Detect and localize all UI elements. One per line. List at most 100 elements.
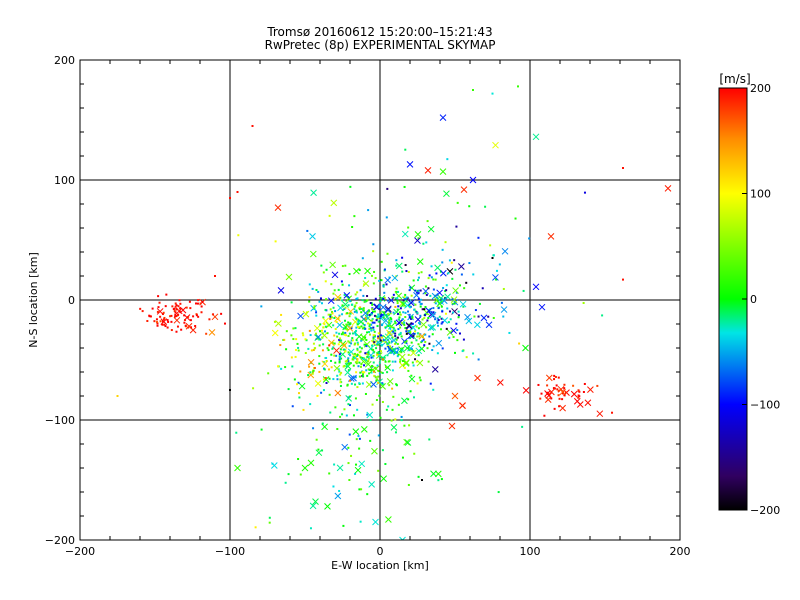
data-point-dot	[451, 277, 454, 280]
data-point-dot	[342, 365, 345, 368]
data-point-dot	[369, 418, 372, 421]
data-point-dot	[377, 332, 380, 335]
data-point-dot	[372, 334, 375, 337]
data-point-cross	[430, 470, 437, 478]
data-point-cross	[406, 161, 414, 168]
data-point-dot	[521, 425, 524, 428]
data-point-cross	[378, 315, 385, 322]
data-point-dot	[309, 371, 312, 374]
data-point-cross	[414, 237, 421, 244]
data-point-dot	[378, 361, 381, 364]
data-point-dot	[379, 315, 382, 318]
data-point-dot	[372, 282, 375, 285]
data-point-cross	[322, 376, 330, 383]
data-point-dot	[254, 526, 257, 529]
data-point-cross	[427, 225, 435, 233]
data-point-dot	[372, 361, 375, 364]
data-point-dot	[424, 333, 427, 336]
data-points	[116, 85, 672, 540]
data-point-dot	[371, 303, 374, 306]
data-point-dot	[331, 347, 334, 350]
data-point-dot	[380, 371, 383, 374]
data-point-dot	[417, 276, 420, 279]
data-point-dot	[339, 381, 342, 384]
data-point-dot	[351, 332, 354, 335]
data-point-dot	[411, 315, 414, 318]
data-point-dot	[388, 319, 391, 322]
data-point-dot	[325, 359, 328, 362]
data-point-dot	[308, 300, 311, 303]
data-point-dot	[360, 307, 363, 310]
data-point-dot	[622, 278, 624, 281]
data-point-dot	[410, 317, 413, 320]
data-point-dot	[341, 304, 344, 307]
data-point-dot	[322, 326, 325, 329]
data-point-dot	[355, 317, 358, 320]
data-point-cross	[448, 422, 456, 430]
data-point-dot	[398, 316, 401, 319]
data-point-dot	[348, 345, 351, 348]
data-point-dot	[401, 304, 404, 307]
data-point-dot	[306, 229, 309, 232]
data-point-dot	[553, 378, 556, 381]
data-point-cross	[390, 423, 398, 431]
data-point-dot	[334, 328, 337, 331]
data-point-dot	[377, 335, 380, 338]
data-point-dot	[355, 371, 358, 374]
data-point-dot	[424, 292, 427, 295]
data-point-dot	[214, 275, 216, 277]
data-point-dot	[388, 322, 391, 325]
data-point-dot	[372, 243, 375, 246]
data-point-dot	[385, 283, 388, 286]
data-point-dot	[157, 295, 160, 298]
data-point-dot	[444, 297, 447, 300]
data-point-dot	[386, 371, 389, 374]
data-point-cross	[474, 374, 481, 382]
data-point-dot	[298, 396, 301, 399]
data-point-dot	[495, 269, 498, 272]
data-point-dot	[421, 479, 423, 481]
data-point-dot	[428, 438, 431, 441]
data-point-dot	[375, 319, 378, 322]
data-point-cross	[587, 386, 594, 393]
data-point-dot	[354, 304, 357, 307]
data-point-cross	[544, 390, 551, 397]
data-point-dot	[331, 341, 334, 344]
data-point-cross	[492, 141, 499, 149]
x-tick-label: −200	[65, 545, 95, 558]
data-point-dot	[387, 324, 390, 327]
data-point-dot	[415, 339, 418, 342]
data-point-dot	[328, 344, 331, 347]
data-point-dot	[315, 311, 318, 314]
data-point-dot	[404, 264, 407, 267]
data-point-dot	[347, 321, 350, 324]
data-point-cross	[547, 233, 555, 240]
data-point-dot	[557, 389, 560, 392]
data-point-dot	[408, 289, 411, 292]
data-point-cross	[385, 516, 392, 523]
colorbar-tick-label: −100	[750, 399, 780, 412]
data-point-dot	[197, 299, 200, 302]
data-point-dot	[440, 317, 443, 320]
data-point-dot	[310, 349, 313, 352]
data-point-dot	[396, 302, 399, 305]
data-point-dot	[326, 347, 329, 350]
data-point-dot	[397, 305, 400, 308]
colorbar-axis: 200 100 0 −100 −200	[742, 82, 780, 517]
y-tick-label: 100	[54, 174, 75, 187]
data-point-cross	[450, 327, 457, 334]
data-point-cross	[427, 311, 435, 318]
data-point-dot	[296, 342, 299, 345]
data-point-dot	[338, 340, 341, 343]
data-point-dot	[329, 317, 332, 320]
data-point-dot	[327, 368, 330, 371]
data-point-dot	[346, 362, 349, 365]
data-point-dot	[454, 268, 457, 271]
data-point-dot	[382, 297, 385, 300]
data-point-dot	[284, 481, 287, 484]
data-point-dot	[436, 321, 439, 324]
data-point-dot	[561, 392, 564, 395]
data-point-dot	[166, 326, 169, 329]
data-point-dot	[260, 305, 263, 308]
data-point-dot	[407, 483, 410, 486]
